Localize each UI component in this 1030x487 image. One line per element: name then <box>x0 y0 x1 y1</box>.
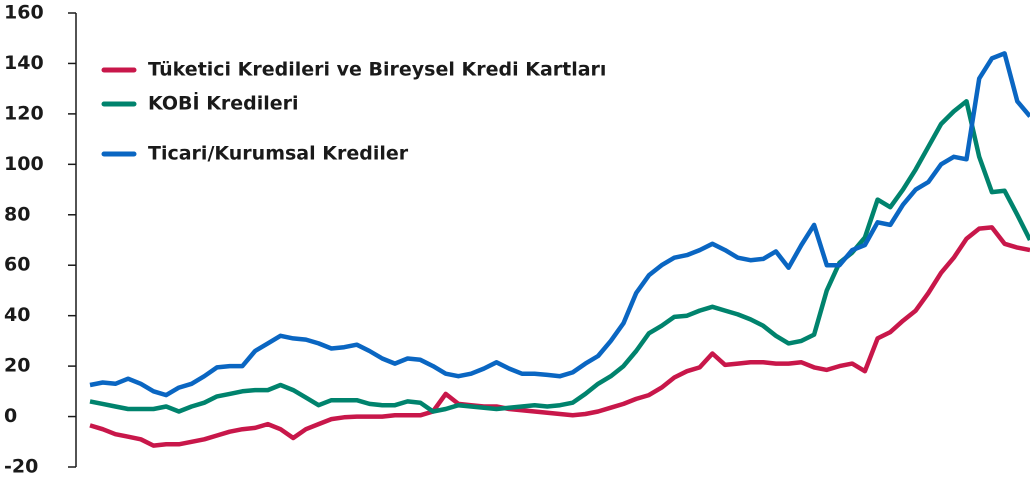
y-tick-label: 140 <box>4 52 44 74</box>
y-tick-label: 120 <box>4 102 44 124</box>
legend-label: Ticari/Kurumsal Krediler <box>148 143 409 165</box>
legend-label: Tüketici Kredileri ve Bireysel Kredi Kar… <box>148 59 606 81</box>
series-line <box>89 99 1030 414</box>
y-tick-label: 100 <box>4 153 44 175</box>
y-tick-label: 60 <box>4 254 30 276</box>
y-tick-label: 40 <box>4 304 30 326</box>
series-line <box>89 51 1030 398</box>
series-line <box>89 225 1030 448</box>
y-tick-label: 0 <box>4 405 17 427</box>
y-tick-label: -20 <box>4 456 38 478</box>
legend-label: KOBİ Kredileri <box>148 91 299 115</box>
y-tick-label: 160 <box>4 2 44 24</box>
y-tick-label: 80 <box>4 203 30 225</box>
y-tick-label: 20 <box>4 355 30 377</box>
